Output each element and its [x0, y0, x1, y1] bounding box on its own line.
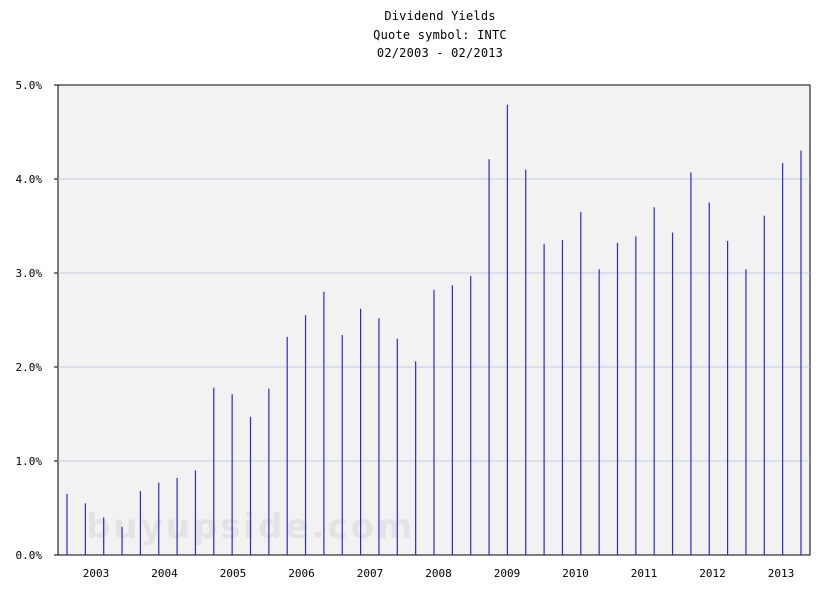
y-tick-label: 4.0%: [16, 173, 43, 186]
x-tick-label: 2003: [83, 567, 110, 580]
y-tick-label: 5.0%: [16, 79, 43, 92]
chart-subtitle: Quote symbol: INTC: [373, 28, 507, 42]
x-tick-label: 2011: [631, 567, 658, 580]
x-tick-label: 2005: [220, 567, 247, 580]
x-tick-label: 2013: [768, 567, 795, 580]
y-tick-label: 3.0%: [16, 267, 43, 280]
x-tick-label: 2010: [562, 567, 589, 580]
x-tick-label: 2008: [425, 567, 452, 580]
x-tick-label: 2007: [357, 567, 384, 580]
x-tick-label: 2012: [699, 567, 726, 580]
x-tick-label: 2004: [151, 567, 178, 580]
x-tick-label: 2006: [288, 567, 315, 580]
y-tick-label: 0.0%: [16, 549, 43, 562]
y-tick-label: 1.0%: [16, 455, 43, 468]
y-tick-label: 2.0%: [16, 361, 43, 374]
x-tick-label: 2009: [494, 567, 521, 580]
chart-date-range: 02/2003 - 02/2013: [376, 46, 504, 60]
chart-title: Dividend Yields: [384, 9, 496, 23]
